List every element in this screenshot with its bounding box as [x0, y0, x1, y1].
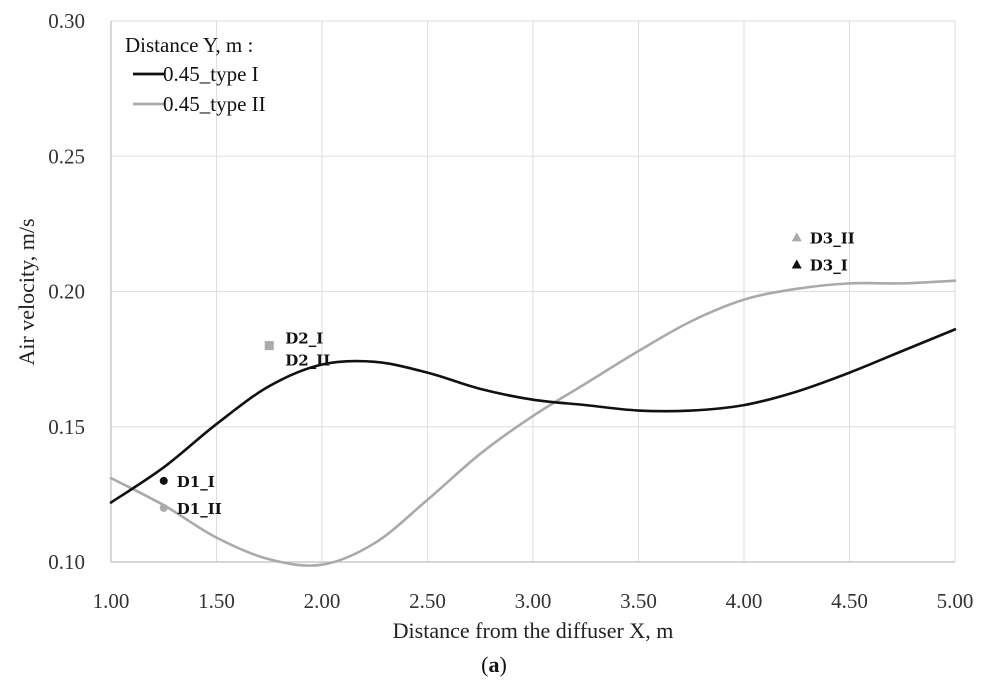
y-tick-label: 0.25 — [48, 144, 85, 168]
point-label-d3-ii: D3_II — [810, 229, 855, 247]
data-points: D1_I D1_II D2_I D2_II D3_II D3_I — [159, 229, 855, 518]
point-label-d1-i: D1_I — [177, 473, 215, 491]
y-tick-label: 0.15 — [48, 415, 85, 439]
figure-caption: (a) — [0, 652, 988, 678]
point-marker-d2-i — [264, 341, 274, 351]
caption-letter: a — [488, 652, 500, 677]
point-label-d2-ii: D2_II — [285, 352, 330, 370]
point-label-d1-ii: D1_II — [177, 500, 222, 518]
x-tick-label: 2.00 — [304, 589, 341, 613]
legend: Distance Y, m : 0.45_type I 0.45_type II — [125, 33, 266, 116]
x-tick-label: 3.50 — [620, 589, 657, 613]
line-chart: D1_I D1_II D2_I D2_II D3_II D3_I 1.00 1.50 2.00… — [14, 9, 973, 643]
series-lines — [109, 279, 957, 567]
point-label-d3-i: D3_I — [810, 256, 848, 274]
legend-title: Distance Y, m : — [125, 33, 253, 57]
legend-entry-type-1: 0.45_type I — [163, 62, 259, 86]
x-tick-label: 2.50 — [409, 589, 446, 613]
legend-entry-type-2: 0.45_type II — [163, 92, 266, 116]
point-marker-d3-i — [791, 259, 802, 269]
x-tick-label: 1.00 — [93, 589, 130, 613]
y-tick-label: 0.20 — [48, 280, 85, 304]
point-marker-d1-i — [159, 476, 168, 485]
point-marker-d1-ii — [159, 503, 168, 512]
y-axis-title: Air velocity, m/s — [14, 218, 39, 365]
point-label-d2-i: D2_I — [285, 330, 323, 348]
caption-open: ( — [481, 652, 489, 677]
x-axis-title: Distance from the diffuser X, m — [393, 618, 674, 643]
caption-close: ) — [499, 652, 507, 677]
x-tick-label: 1.50 — [198, 589, 235, 613]
y-tick-label: 0.30 — [48, 9, 85, 33]
series-line-type-2 — [109, 279, 957, 567]
x-tick-label: 5.00 — [937, 589, 974, 613]
series-line-type-1 — [109, 328, 957, 504]
x-tick-label: 3.00 — [515, 589, 552, 613]
tick-labels: 1.00 1.50 2.00 2.50 3.00 3.50 4.00 4.50 5.00 0.10… — [48, 9, 973, 613]
point-marker-d3-ii — [791, 232, 802, 242]
grid — [110, 20, 956, 563]
x-tick-label: 4.00 — [726, 589, 763, 613]
x-tick-label: 4.50 — [831, 589, 868, 613]
y-tick-label: 0.10 — [48, 550, 85, 574]
